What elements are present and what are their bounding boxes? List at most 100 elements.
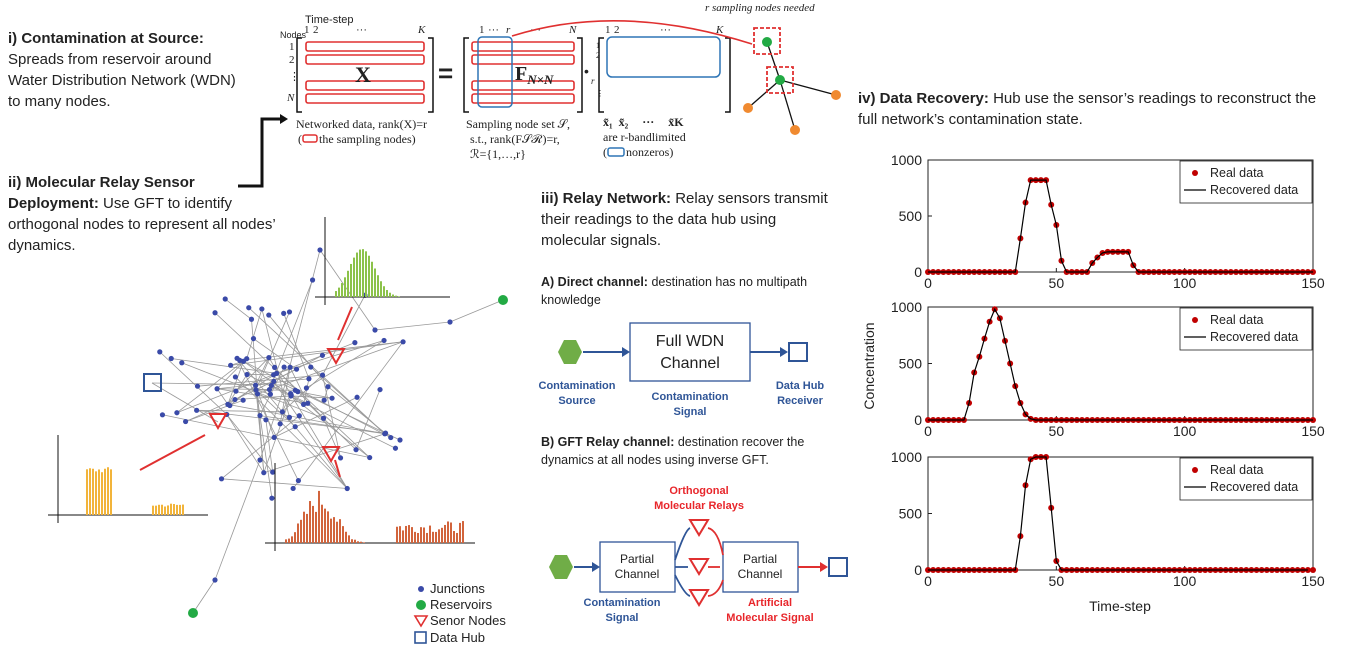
junction: [281, 311, 286, 316]
hist-bar: [324, 509, 326, 543]
hist-bar: [441, 528, 443, 543]
hist-bar: [347, 271, 349, 297]
junction: [271, 372, 276, 377]
legend-label: Senor Nodes: [430, 613, 506, 628]
box-label: Full WDN: [656, 333, 724, 350]
caption: the sampling nodes): [319, 132, 416, 146]
junction: [287, 365, 292, 370]
hist-bar: [398, 296, 400, 297]
label: ⋮: [289, 71, 300, 83]
x-tick-label: 100: [1173, 573, 1197, 589]
hist-bar: [459, 523, 461, 543]
junction: [179, 360, 184, 365]
edge: [182, 363, 324, 419]
hist-bar: [173, 504, 175, 515]
junction: [270, 470, 275, 475]
legend-label: Real data: [1210, 313, 1264, 327]
section-source: i) Contamination at Source:Spreads from …: [8, 28, 240, 112]
legend-marker: [1192, 467, 1198, 473]
data-hub: [144, 374, 161, 391]
y-tick-label: 500: [899, 506, 923, 522]
x-tick-label: 50: [1049, 423, 1065, 439]
hist-bar: [356, 253, 358, 297]
hist-bar: [339, 519, 341, 543]
edge: [231, 342, 403, 366]
legend-label: Reservoirs: [430, 597, 493, 612]
junction: [447, 319, 452, 324]
hist-bar: [152, 506, 154, 515]
label: 1: [605, 24, 611, 36]
relay-channel: [549, 520, 847, 605]
matrix-g: [599, 37, 730, 112]
junction: [212, 310, 217, 315]
junction: [293, 424, 298, 429]
hist-bar: [353, 258, 355, 297]
hist-bar: [315, 512, 317, 543]
junction: [297, 413, 302, 418]
hist-bar: [297, 523, 299, 543]
junction: [304, 385, 309, 390]
hist-bar: [351, 539, 353, 543]
junction: [228, 363, 233, 368]
legend-marker: [415, 616, 427, 626]
hist-bar: [429, 526, 431, 543]
reservoir: [188, 608, 198, 618]
junction: [322, 398, 327, 403]
hist-bar: [98, 469, 100, 515]
icon: [608, 148, 624, 156]
hist-bar: [377, 275, 379, 297]
hist-bar: [374, 269, 376, 297]
label: FN×N: [515, 63, 554, 87]
edge: [450, 300, 503, 322]
hist-bar: [155, 506, 157, 515]
junction: [266, 355, 271, 360]
hist-bar: [354, 540, 356, 543]
box-label: Partial: [743, 552, 777, 566]
hist-bar: [357, 541, 359, 543]
section-title: iv) Data Recovery:: [858, 90, 989, 107]
junction: [367, 455, 372, 460]
hist-bar: [365, 251, 367, 297]
hist-bar: [306, 514, 308, 543]
edge: [306, 340, 384, 388]
hist-bar: [330, 519, 332, 543]
junction: [244, 356, 249, 361]
y-tick-label: 0: [914, 412, 922, 428]
hist-bar: [321, 505, 323, 543]
hist-bar: [411, 527, 413, 543]
y-tick-label: 500: [899, 356, 923, 372]
junction: [223, 296, 228, 301]
hist-bar: [447, 521, 449, 543]
hist-bar: [408, 525, 410, 543]
junction: [251, 336, 256, 341]
junction: [214, 386, 219, 391]
hist-bar: [285, 539, 287, 543]
junction: [317, 247, 322, 252]
section-direct: A) Direct channel: destination has no mu…: [541, 273, 831, 309]
y-tick-label: 1000: [891, 449, 922, 465]
section-title: iii) Relay Network:: [541, 190, 671, 207]
edge: [356, 390, 380, 450]
junction: [253, 383, 258, 388]
section-recovery: iv) Data Recovery: Hub use the sensor’s …: [858, 88, 1328, 130]
hist-bar: [396, 527, 398, 543]
edge: [217, 389, 269, 390]
caption: s.t., rank(F𝒮ℛ)=r,: [470, 132, 560, 146]
legend-label: Real data: [1210, 463, 1264, 477]
hist-bar: [383, 286, 385, 297]
hist-bar: [327, 511, 329, 543]
junction: [306, 376, 311, 381]
junction: [287, 309, 292, 314]
hist-bar: [342, 526, 344, 543]
box-label: Channel: [660, 355, 720, 372]
junction: [291, 486, 296, 491]
junction: [253, 387, 258, 392]
x-tick-label: 150: [1301, 275, 1325, 291]
junction: [234, 356, 239, 361]
junction: [381, 338, 386, 343]
box-label: Channel: [738, 567, 783, 581]
label: Molecular Signal: [726, 612, 813, 624]
reservoir: [498, 295, 508, 305]
label: 1: [596, 41, 600, 50]
